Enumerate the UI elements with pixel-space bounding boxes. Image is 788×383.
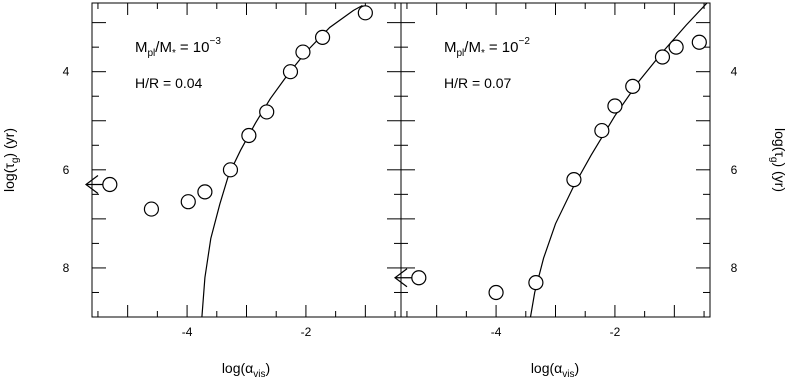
data-point: [668, 39, 684, 55]
fit-curve: [201, 4, 363, 317]
x-tick-label: -4: [182, 325, 193, 339]
data-point: [143, 201, 160, 217]
data-point: [691, 34, 707, 50]
data-point: [357, 5, 373, 21]
y-tick-label: 4: [63, 65, 70, 79]
y-tick-label: 6: [63, 163, 70, 177]
x-tick-label: -4: [491, 325, 502, 339]
y-tick-label: 8: [63, 261, 70, 275]
data-point: [625, 78, 641, 95]
data-point: [241, 127, 257, 144]
x-tick-label: -2: [301, 325, 312, 339]
data-point: [259, 104, 275, 120]
right-hr-label: H/R = 0.07: [444, 75, 512, 91]
right-mass-ratio-label: Mpl/M* = 10−2: [444, 36, 530, 59]
data-point: [654, 49, 671, 65]
data-point: [488, 284, 504, 301]
left-x-axis-title: log(αvis): [222, 360, 270, 380]
data-point: [314, 29, 331, 45]
left-panel: -4 -2 4 6 8: [63, 2, 402, 339]
x-tick-label: -2: [610, 325, 621, 339]
upper-limit-arrow-head: [85, 175, 99, 195]
data-point: [528, 275, 544, 291]
data-point: [282, 64, 299, 80]
data-point: [594, 122, 610, 139]
data-point: [607, 98, 623, 114]
right-y-axis-title: log(τg) (yr): [768, 128, 788, 192]
y-tick-label: 8: [731, 261, 738, 275]
right-x-axis-title: log(αvis): [531, 360, 579, 380]
data-point: [566, 172, 582, 188]
left-mass-ratio-label: Mpl/M* = 10−3: [135, 36, 221, 59]
data-point: [180, 194, 196, 210]
y-tick-label: 4: [731, 65, 738, 79]
y-tick-label: 6: [731, 163, 738, 177]
left-hr-label: H/R = 0.04: [135, 75, 203, 91]
data-point: [222, 162, 239, 178]
left-y-axis-title: log(τg) (yr): [1, 128, 21, 192]
data-point: [411, 270, 427, 286]
data-point: [102, 176, 118, 193]
right-panel: -4 -2 4 6 8: [394, 2, 738, 339]
upper-limit-arrow-head: [394, 268, 408, 288]
data-point: [197, 184, 213, 200]
data-point: [295, 44, 311, 60]
